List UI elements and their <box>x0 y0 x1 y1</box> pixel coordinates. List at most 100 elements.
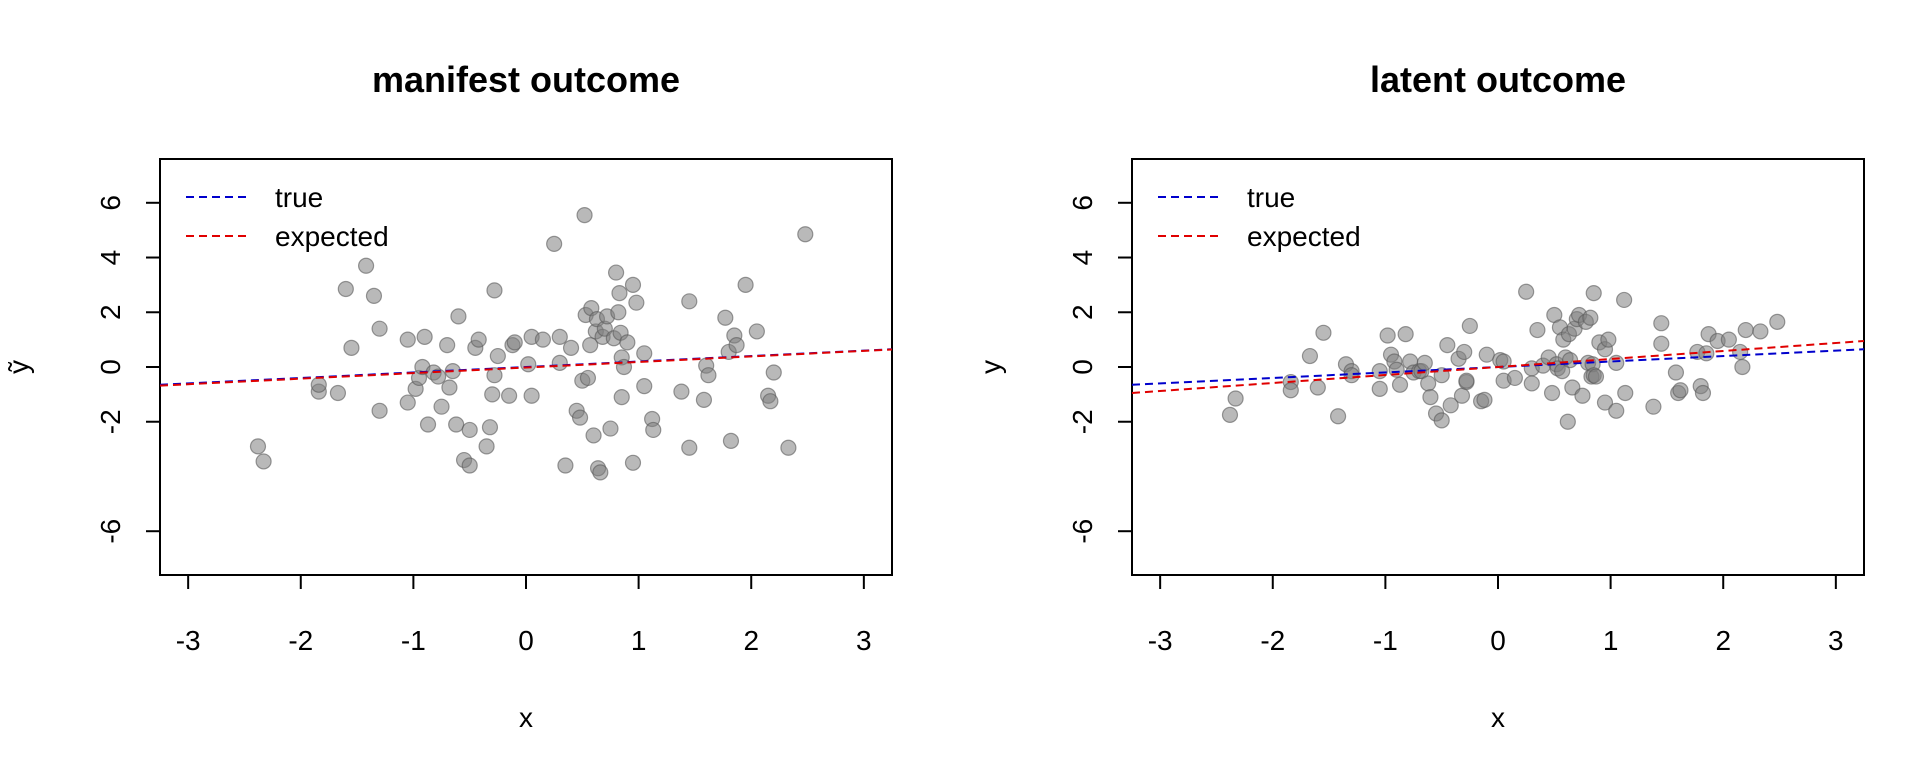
data-point <box>748 323 765 340</box>
data-point <box>585 427 602 444</box>
y-tick-label: -6 <box>1067 519 1098 544</box>
y-axis-label: y <box>975 360 1006 374</box>
data-point <box>1585 285 1602 302</box>
x-axis-label: x <box>519 702 533 733</box>
data-point <box>1518 283 1535 300</box>
legend-label-true: true <box>1247 182 1295 213</box>
data-point <box>1587 368 1605 385</box>
regression-line-expected <box>1132 340 1864 394</box>
data-point <box>1596 394 1614 411</box>
y-tick-label: -2 <box>95 409 126 434</box>
y-axis: -6 -2 0 2 4 6 ỹ <box>3 195 161 544</box>
data-point <box>461 457 478 474</box>
x-tick-label: 3 <box>1828 625 1844 656</box>
y-tick-label: -6 <box>95 519 126 544</box>
y-tick-label: 4 <box>95 250 126 266</box>
data-point <box>1523 375 1540 392</box>
data-point <box>737 276 754 293</box>
y-tick-label: 2 <box>1067 304 1098 320</box>
data-point <box>1616 291 1633 309</box>
data-point <box>607 264 625 281</box>
data-point <box>523 387 540 404</box>
data-point <box>557 457 574 474</box>
data-point <box>780 439 797 456</box>
data-point <box>1478 346 1495 363</box>
legend: true expected <box>186 182 389 252</box>
data-point <box>636 345 653 362</box>
data-point <box>1698 345 1715 362</box>
x-tick-label: 2 <box>743 625 759 656</box>
data-point <box>1456 343 1473 361</box>
data-point <box>486 282 503 299</box>
chart-panel-2: latent outcome -3 -2 -1 0 1 2 3 x -6 -2 0 2 4 6 y true ex… <box>975 59 1865 733</box>
y-axis: -6 -2 0 2 4 6 y <box>975 195 1133 544</box>
data-point <box>1309 379 1326 396</box>
data-point <box>681 439 698 456</box>
data-point <box>1371 380 1388 397</box>
data-point <box>441 379 458 396</box>
data-point <box>576 207 593 224</box>
data-point <box>1582 309 1599 326</box>
data-point <box>1453 387 1471 404</box>
data-point <box>762 393 779 410</box>
data-point <box>343 339 360 356</box>
data-point <box>619 334 636 351</box>
data-point <box>1645 398 1662 415</box>
data-point <box>433 398 450 415</box>
data-point <box>470 331 487 348</box>
data-point <box>1506 369 1523 387</box>
data-point <box>582 337 599 354</box>
legend-label-true: true <box>275 182 323 213</box>
data-point <box>484 386 501 403</box>
data-point <box>1694 384 1712 402</box>
data-point <box>416 328 433 345</box>
data-point <box>797 226 814 243</box>
data-point <box>439 337 456 354</box>
data-point <box>1653 335 1670 352</box>
data-point <box>419 416 437 433</box>
data-point <box>681 293 698 310</box>
data-point <box>700 367 717 384</box>
y-tick-label: 6 <box>95 195 126 211</box>
data-point <box>365 287 383 304</box>
data-point <box>481 419 499 436</box>
x-tick-label: -3 <box>1148 625 1173 656</box>
data-point <box>1529 321 1546 339</box>
data-point <box>624 276 642 293</box>
data-point <box>765 364 782 381</box>
data-point <box>551 328 568 345</box>
y-tick-label: 0 <box>95 359 126 375</box>
data-point <box>1667 364 1685 381</box>
data-point <box>1442 397 1459 414</box>
data-point <box>1461 317 1478 335</box>
plot-area <box>160 207 892 481</box>
data-point <box>1495 353 1512 370</box>
data-point <box>371 402 388 419</box>
data-point <box>551 354 568 371</box>
data-point <box>1329 408 1347 425</box>
regression-line-expected <box>160 348 892 387</box>
data-point <box>371 320 388 337</box>
y-tick-label: -2 <box>1067 409 1098 434</box>
legend-label-expected: expected <box>1247 221 1361 252</box>
y-tick-label: 6 <box>1067 195 1098 211</box>
x-tick-label: 0 <box>518 625 534 656</box>
data-point <box>1559 413 1576 430</box>
data-point <box>329 384 347 402</box>
legend-label-expected: expected <box>275 221 389 252</box>
data-point <box>722 432 740 449</box>
data-point <box>1227 390 1244 407</box>
data-point <box>562 339 580 356</box>
x-tick-label: -1 <box>1373 625 1398 656</box>
data-point <box>534 331 551 348</box>
y-tick-label: 0 <box>1067 359 1098 375</box>
x-tick-label: 1 <box>1603 625 1619 656</box>
x-tick-label: 3 <box>856 625 872 656</box>
data-point <box>520 356 537 373</box>
x-tick-label: -2 <box>1260 625 1285 656</box>
x-tick-label: -3 <box>176 625 201 656</box>
data-point <box>695 391 713 408</box>
x-tick-label: 2 <box>1715 625 1731 656</box>
data-point <box>255 453 272 470</box>
data-point <box>602 420 619 437</box>
